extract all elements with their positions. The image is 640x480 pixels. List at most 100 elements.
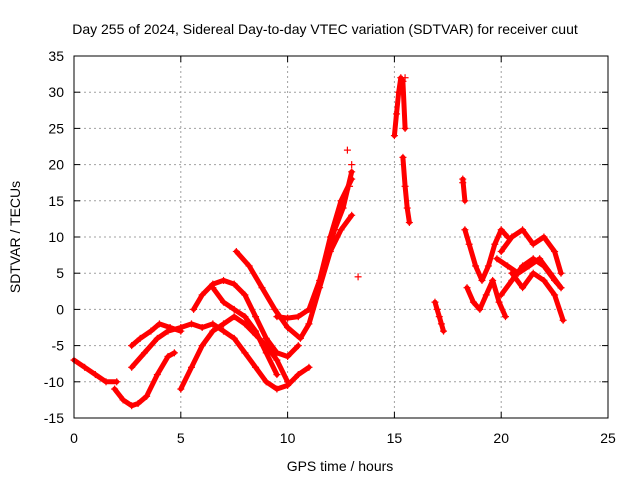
data-point bbox=[491, 240, 499, 248]
data-point bbox=[134, 400, 142, 408]
data-point bbox=[433, 305, 441, 313]
data-point bbox=[166, 324, 174, 331]
data-point bbox=[111, 385, 119, 393]
data-point bbox=[252, 313, 260, 321]
data-point bbox=[262, 334, 270, 342]
data-point bbox=[461, 226, 469, 234]
data-point bbox=[495, 298, 503, 306]
data-point bbox=[209, 320, 217, 328]
series-s2 bbox=[112, 350, 177, 409]
data-point bbox=[551, 247, 559, 255]
data-point bbox=[514, 269, 522, 277]
data-point bbox=[273, 356, 281, 364]
data-point bbox=[551, 291, 559, 299]
y-tick-label: 20 bbox=[48, 157, 64, 173]
data-point bbox=[252, 327, 260, 335]
data-point bbox=[198, 324, 206, 331]
data-point bbox=[136, 334, 144, 342]
data-point bbox=[143, 392, 151, 400]
data-point bbox=[536, 255, 544, 263]
data-point bbox=[153, 371, 161, 379]
data-point bbox=[147, 327, 155, 335]
data-point bbox=[337, 197, 345, 205]
data-point bbox=[284, 352, 292, 360]
y-tick-label: 15 bbox=[48, 193, 64, 209]
data-point bbox=[232, 247, 240, 255]
data-point bbox=[81, 363, 89, 371]
data-point bbox=[337, 226, 345, 234]
data-point bbox=[273, 313, 281, 321]
data-point bbox=[296, 334, 304, 342]
data-point bbox=[177, 327, 185, 335]
data-point bbox=[493, 255, 501, 263]
data-point bbox=[155, 320, 163, 328]
data-point bbox=[140, 349, 148, 357]
data-point bbox=[190, 305, 198, 313]
data-point bbox=[209, 327, 217, 335]
data-point bbox=[504, 262, 512, 270]
data-point bbox=[501, 313, 509, 321]
data-point bbox=[230, 334, 238, 342]
y-tick-label: 35 bbox=[48, 48, 64, 64]
data-point bbox=[399, 153, 407, 161]
data-point bbox=[245, 262, 253, 270]
series-s16 bbox=[464, 277, 508, 320]
x-tick-label: 20 bbox=[493, 430, 509, 446]
data-point bbox=[390, 132, 398, 140]
data-point bbox=[241, 349, 249, 357]
data-point bbox=[557, 284, 565, 292]
data-point bbox=[209, 284, 217, 292]
data-point bbox=[557, 269, 565, 277]
data-point bbox=[316, 276, 324, 284]
y-tick-label: -15 bbox=[44, 410, 64, 426]
data-point bbox=[437, 320, 445, 328]
data-point bbox=[326, 247, 334, 255]
data-point bbox=[284, 378, 292, 386]
data-point bbox=[348, 161, 356, 169]
data-point bbox=[273, 371, 281, 379]
data-point bbox=[540, 276, 548, 284]
data-point bbox=[262, 342, 270, 350]
data-point bbox=[316, 284, 324, 292]
data-point bbox=[119, 396, 127, 404]
data-point bbox=[546, 269, 554, 277]
data-point bbox=[262, 378, 270, 386]
data-point bbox=[252, 363, 260, 371]
data-point bbox=[294, 313, 302, 321]
data-point bbox=[348, 211, 356, 219]
data-point bbox=[431, 298, 439, 306]
data-point bbox=[230, 305, 238, 313]
data-point bbox=[128, 342, 136, 350]
y-tick-label: 0 bbox=[56, 301, 64, 317]
data-point bbox=[339, 204, 347, 212]
data-point bbox=[393, 110, 401, 118]
data-point bbox=[102, 378, 110, 386]
data-point bbox=[401, 74, 409, 82]
data-point bbox=[220, 320, 228, 328]
series-s12 bbox=[400, 154, 412, 225]
data-point bbox=[551, 276, 559, 284]
data-point bbox=[519, 226, 527, 234]
data-point bbox=[497, 291, 505, 299]
data-point bbox=[399, 77, 407, 85]
data-point bbox=[326, 233, 334, 241]
series-s1 bbox=[71, 357, 120, 385]
data-point bbox=[331, 226, 339, 234]
data-point bbox=[258, 284, 266, 292]
data-point bbox=[294, 342, 302, 350]
data-point bbox=[262, 349, 270, 357]
x-tick-label: 0 bbox=[70, 430, 78, 446]
data-point bbox=[91, 371, 99, 379]
x-axis-label: GPS time / hours bbox=[287, 458, 394, 474]
y-tick-label: -10 bbox=[44, 374, 64, 390]
data-point bbox=[164, 352, 172, 360]
data-point bbox=[463, 284, 471, 292]
data-point bbox=[177, 385, 185, 393]
data-point bbox=[284, 314, 292, 322]
chart-title: Day 255 of 2024, Sidereal Day-to-day VTE… bbox=[72, 21, 578, 37]
data-point bbox=[459, 179, 467, 187]
data-point bbox=[294, 371, 302, 379]
data-point bbox=[241, 313, 249, 321]
data-point bbox=[540, 262, 548, 270]
